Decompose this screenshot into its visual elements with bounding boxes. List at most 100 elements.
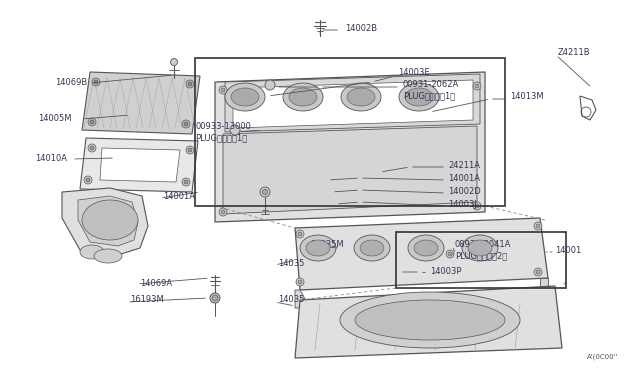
Circle shape	[90, 120, 94, 124]
Circle shape	[296, 230, 304, 238]
Circle shape	[219, 86, 227, 94]
Bar	[396, 232, 566, 288]
Circle shape	[90, 146, 94, 150]
Ellipse shape	[468, 240, 492, 256]
Circle shape	[188, 82, 192, 86]
Circle shape	[446, 250, 454, 258]
Circle shape	[475, 84, 479, 88]
Text: 00933-13000: 00933-13000	[195, 122, 251, 131]
Bar	[297, 140, 339, 168]
Ellipse shape	[283, 83, 323, 111]
Polygon shape	[225, 74, 480, 132]
Text: PLUGプラグ（2）: PLUGプラグ（2）	[455, 251, 508, 260]
Polygon shape	[78, 196, 138, 246]
Circle shape	[184, 122, 188, 126]
Circle shape	[298, 232, 302, 236]
Text: Z4211B: Z4211B	[558, 48, 591, 57]
Circle shape	[86, 178, 90, 182]
Bar	[301, 144, 335, 164]
Bar	[361, 144, 395, 164]
Circle shape	[186, 146, 194, 154]
Polygon shape	[295, 286, 562, 358]
Circle shape	[230, 125, 240, 135]
Circle shape	[262, 189, 268, 195]
Ellipse shape	[355, 300, 505, 340]
Circle shape	[534, 222, 542, 230]
Polygon shape	[540, 278, 548, 295]
Circle shape	[88, 118, 96, 126]
Ellipse shape	[405, 88, 433, 106]
Text: 16193M: 16193M	[130, 295, 164, 305]
Circle shape	[170, 58, 177, 65]
Text: 14002B: 14002B	[345, 23, 377, 32]
Text: 14035: 14035	[278, 295, 305, 305]
Text: 14069B: 14069B	[55, 77, 87, 87]
Text: 14003E: 14003E	[398, 67, 429, 77]
Polygon shape	[62, 188, 148, 255]
Text: 14001A: 14001A	[163, 192, 195, 201]
Ellipse shape	[354, 235, 390, 261]
Bar	[195, 58, 505, 206]
Ellipse shape	[399, 83, 439, 111]
Circle shape	[221, 210, 225, 214]
Text: 14035M: 14035M	[310, 240, 344, 248]
Polygon shape	[82, 72, 200, 134]
Ellipse shape	[347, 88, 375, 106]
Polygon shape	[215, 72, 485, 222]
Circle shape	[184, 180, 188, 184]
Ellipse shape	[341, 83, 381, 111]
Circle shape	[260, 187, 270, 197]
Ellipse shape	[80, 245, 104, 259]
Text: 24211A: 24211A	[448, 160, 480, 170]
Text: A'(0C00'': A'(0C00''	[587, 353, 618, 360]
Circle shape	[219, 208, 227, 216]
Circle shape	[536, 270, 540, 274]
Text: 14069A: 14069A	[140, 279, 172, 288]
Circle shape	[298, 280, 302, 284]
Ellipse shape	[360, 240, 384, 256]
Circle shape	[210, 293, 220, 303]
Circle shape	[534, 268, 542, 276]
Circle shape	[88, 144, 96, 152]
Ellipse shape	[225, 83, 265, 111]
Circle shape	[212, 295, 218, 301]
Circle shape	[448, 252, 452, 256]
Polygon shape	[80, 138, 198, 192]
Polygon shape	[233, 80, 473, 128]
Bar	[148, 150, 186, 180]
Ellipse shape	[340, 292, 520, 348]
Circle shape	[475, 204, 479, 208]
Polygon shape	[295, 218, 548, 290]
Circle shape	[94, 80, 98, 84]
Ellipse shape	[306, 240, 330, 256]
Text: 14003J: 14003J	[448, 199, 477, 208]
Bar	[417, 140, 459, 168]
Circle shape	[84, 176, 92, 184]
Text: PLUGプラグ（1）: PLUGプラグ（1）	[195, 134, 247, 142]
Circle shape	[265, 80, 275, 90]
Circle shape	[182, 178, 190, 186]
Text: 00931-2062A: 00931-2062A	[403, 80, 460, 89]
Ellipse shape	[414, 240, 438, 256]
Polygon shape	[100, 148, 180, 182]
Text: PLUGプラグ（1）: PLUGプラグ（1）	[403, 92, 455, 100]
Circle shape	[296, 278, 304, 286]
Text: 14003P: 14003P	[430, 266, 461, 276]
Text: 08931-3041A: 08931-3041A	[455, 240, 511, 248]
Circle shape	[186, 80, 194, 88]
Bar	[241, 144, 275, 164]
Ellipse shape	[289, 88, 317, 106]
Text: 14035: 14035	[278, 259, 305, 267]
Bar	[357, 140, 399, 168]
Ellipse shape	[82, 200, 138, 240]
Bar	[237, 140, 279, 168]
Bar	[102, 150, 140, 180]
Circle shape	[182, 120, 190, 128]
Circle shape	[536, 224, 540, 228]
Circle shape	[221, 88, 225, 92]
Polygon shape	[295, 290, 310, 308]
Ellipse shape	[408, 235, 444, 261]
Text: 14005M: 14005M	[38, 113, 72, 122]
Text: 14010A: 14010A	[35, 154, 67, 163]
Ellipse shape	[94, 249, 122, 263]
